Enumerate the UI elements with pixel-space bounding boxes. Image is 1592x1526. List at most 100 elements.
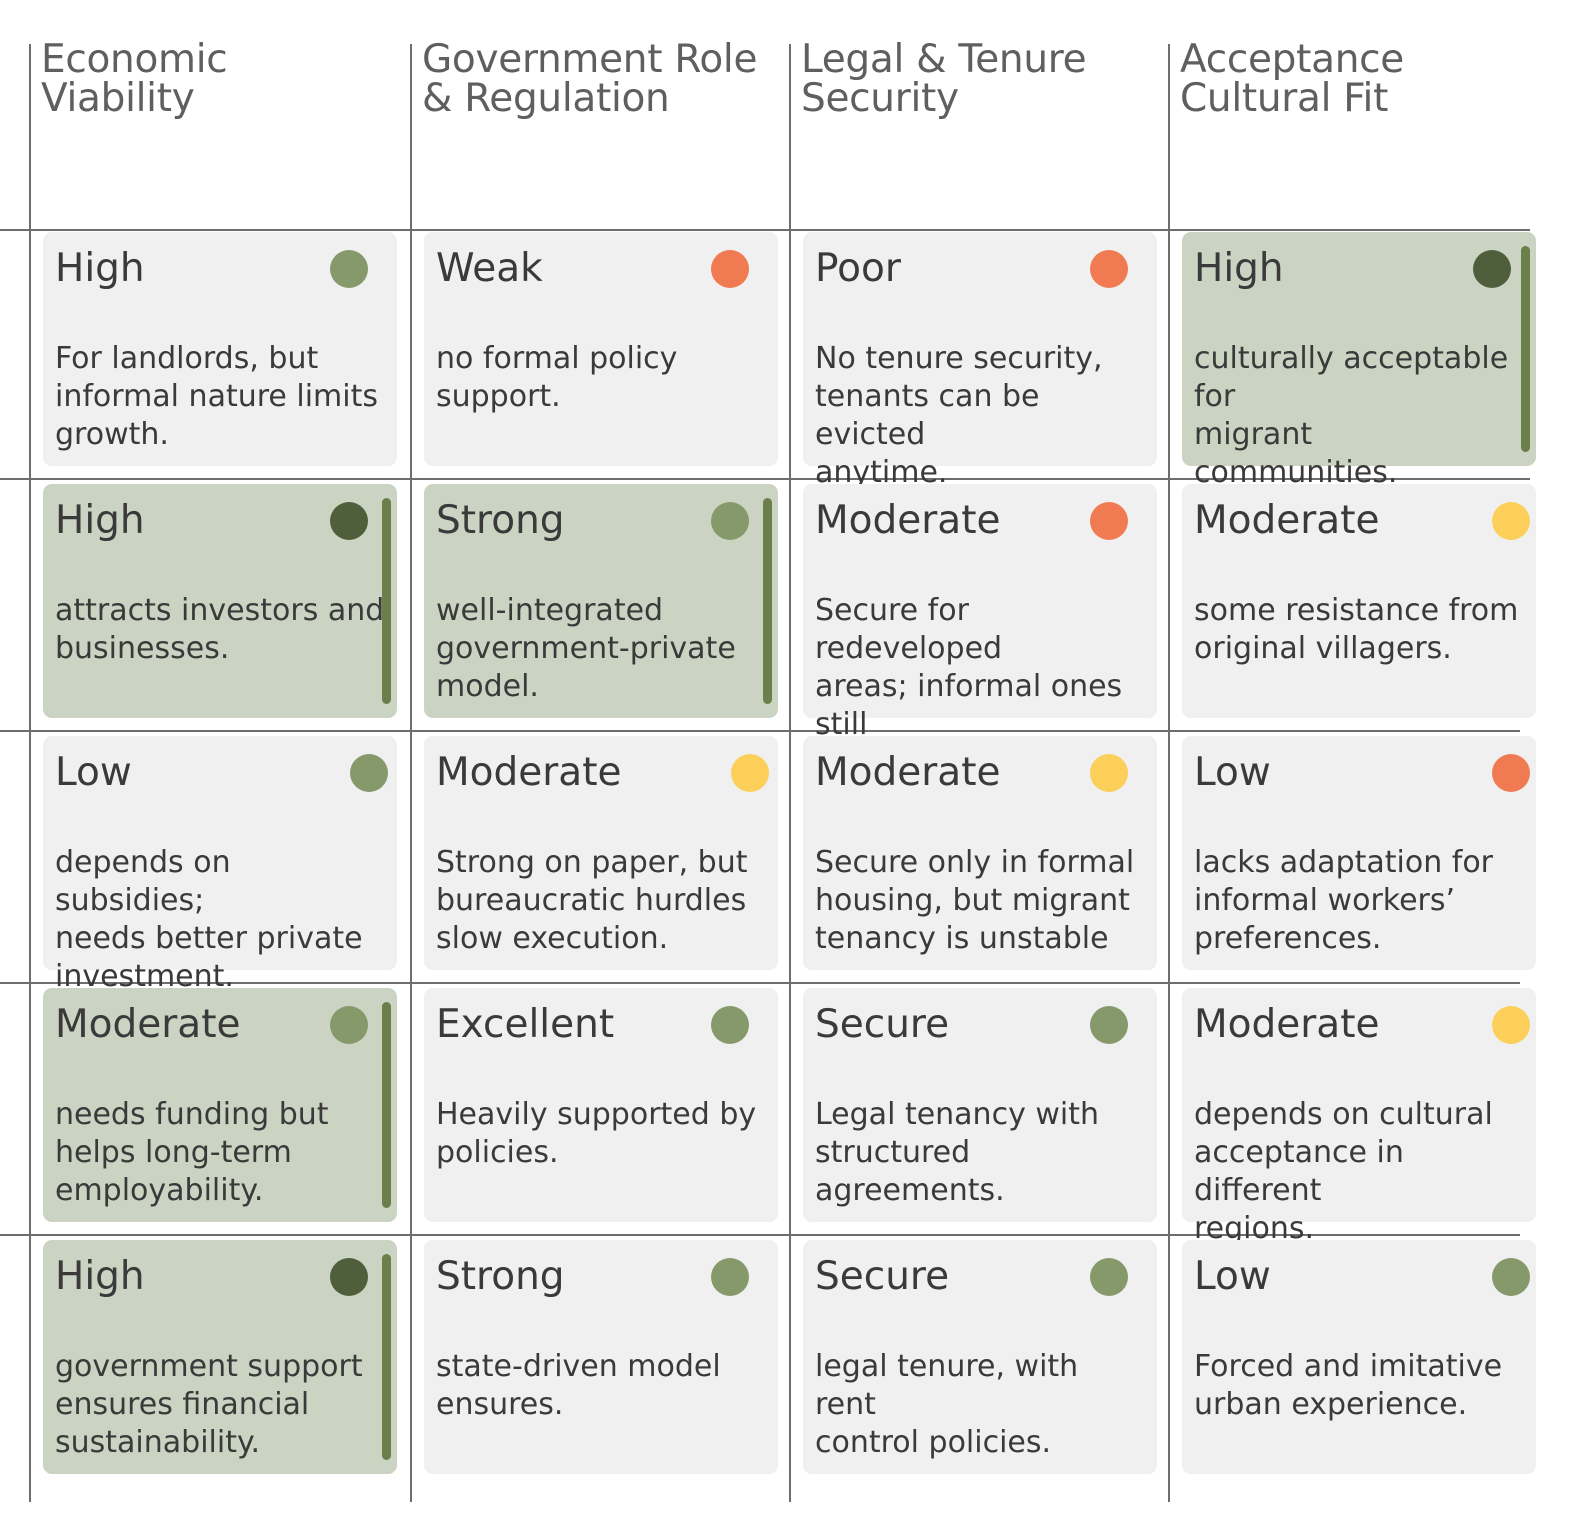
status-dot-icon — [1090, 1258, 1128, 1296]
highlight-accent-bar — [382, 498, 391, 704]
description-text: Forced and imitative urban experience. — [1194, 1349, 1503, 1422]
description-text: Legal tenancy with structured agreements… — [815, 1097, 1100, 1208]
description-text: well-integrated government-private model… — [436, 593, 736, 704]
assessment-card: Strong well-integrated government-private… — [424, 484, 778, 718]
highlight-accent-bar — [382, 1254, 391, 1460]
assessment-card: High attracts investors and businesses. — [43, 484, 397, 718]
row-divider — [0, 478, 1530, 480]
description-text: culturally acceptable for migrant commun… — [1194, 341, 1509, 490]
column-header-line2: Viability — [41, 76, 195, 121]
column-header-line1: Economic — [41, 37, 228, 82]
description-text: needs funding but helps long-term employ… — [55, 1097, 329, 1208]
status-dot-icon — [1090, 1006, 1128, 1044]
assessment-card: Moderate Secure for redeveloped areas; in… — [803, 484, 1157, 780]
row-divider — [0, 229, 1530, 231]
rating-label: Moderate — [436, 750, 622, 795]
status-dot-icon — [731, 754, 769, 792]
assessment-card: Weak no formal policy support. — [424, 232, 778, 466]
rating-label: Strong — [436, 498, 565, 543]
assessment-card: Excellent Heavily supported by policies. — [424, 988, 778, 1222]
row-divider — [0, 982, 1520, 984]
description-text: For landlords, but informal nature limit… — [55, 341, 379, 452]
assessment-card: Strong state-driven model ensures. — [424, 1240, 778, 1474]
assessment-card: Moderate depends on cultural acceptance i… — [1182, 988, 1536, 1246]
rating-label: Excellent — [436, 1002, 615, 1047]
status-dot-icon — [330, 250, 368, 288]
status-dot-icon — [350, 754, 388, 792]
assessment-card: Moderate needs funding but helps long-ter… — [43, 988, 397, 1222]
description-text: depends on cultural acceptance in differ… — [1194, 1097, 1493, 1246]
column-header: Legal & Tenure Security — [801, 40, 1161, 118]
rating-label: Moderate — [55, 1002, 241, 1047]
column-header: Acceptance Cultural Fit — [1180, 40, 1540, 118]
status-dot-icon — [330, 1006, 368, 1044]
rating-label: Secure — [815, 1254, 950, 1299]
highlight-accent-bar — [763, 498, 772, 704]
rating-label: Low — [1194, 750, 1271, 795]
column-header-line2: Cultural Fit — [1180, 76, 1389, 121]
description-text: No tenure security, tenants can be evict… — [815, 341, 1103, 490]
assessment-card: Low depends on subsidies; needs better pr… — [43, 736, 397, 994]
rating-label: Secure — [815, 1002, 950, 1047]
rating-label: Low — [55, 750, 132, 795]
highlight-accent-bar — [382, 1002, 391, 1208]
status-dot-icon — [1090, 502, 1128, 540]
description-text: some resistance from original villagers. — [1194, 593, 1519, 666]
rating-label: Moderate — [815, 750, 1001, 795]
status-dot-icon — [330, 1258, 368, 1296]
rating-label: High — [55, 246, 145, 291]
description-text: Heavily supported by policies. — [436, 1097, 757, 1170]
description-text: government support ensures financial sus… — [55, 1349, 363, 1460]
column-divider — [1168, 44, 1170, 1502]
description-text: Strong on paper, but bureaucratic hurdle… — [436, 845, 748, 956]
description-text: state-driven model ensures. — [436, 1349, 721, 1422]
description-text: no formal policy support. — [436, 341, 678, 414]
rating-label: Moderate — [815, 498, 1001, 543]
column-header: Economic Viability — [41, 40, 401, 118]
assessment-card: Moderate some resistance from original vi… — [1182, 484, 1536, 718]
column-header-line2: Security — [801, 76, 959, 121]
rating-label: Poor — [815, 246, 901, 291]
assessment-card: Low lacks adaptation for informal workers… — [1182, 736, 1536, 970]
status-dot-icon — [1090, 754, 1128, 792]
assessment-card: Secure legal tenure, with rent control po… — [803, 1240, 1157, 1474]
status-dot-icon — [1090, 250, 1128, 288]
rating-label: Moderate — [1194, 1002, 1380, 1047]
assessment-card: Moderate Strong on paper, but bureaucrati… — [424, 736, 778, 970]
description-text: Secure only in formal housing, but migra… — [815, 845, 1135, 956]
column-header: Government Role & Regulation — [422, 40, 782, 118]
assessment-card: High government support ensures financial… — [43, 1240, 397, 1474]
description-text: lacks adaptation for informal workers’ p… — [1194, 845, 1494, 956]
rating-label: High — [1194, 246, 1284, 291]
rating-label: Weak — [436, 246, 543, 291]
column-divider — [789, 44, 791, 1502]
row-divider — [0, 1234, 1520, 1236]
status-dot-icon — [711, 502, 749, 540]
column-header-line1: Government Role — [422, 37, 758, 82]
assessment-card: Moderate Secure only in formal housing, b… — [803, 736, 1157, 970]
status-dot-icon — [1492, 754, 1530, 792]
highlight-accent-bar — [1521, 246, 1530, 452]
status-dot-icon — [711, 1006, 749, 1044]
assessment-card: Low Forced and imitative urban experience… — [1182, 1240, 1536, 1474]
assessment-card: Poor No tenure security, tenants can be e… — [803, 232, 1157, 490]
row-divider — [0, 730, 1520, 732]
description-text: depends on subsidies; needs better priva… — [55, 845, 363, 994]
rating-label: Low — [1194, 1254, 1271, 1299]
status-dot-icon — [330, 502, 368, 540]
column-header-line2: & Regulation — [422, 76, 670, 121]
status-dot-icon — [1492, 502, 1530, 540]
status-dot-icon — [1473, 250, 1511, 288]
rating-label: High — [55, 498, 145, 543]
column-divider — [410, 44, 412, 1502]
status-dot-icon — [711, 1258, 749, 1296]
assessment-card: High culturally acceptable for migrant co… — [1182, 232, 1536, 490]
description-text: attracts investors and businesses. — [55, 593, 385, 666]
assessment-card: High For landlords, but informal nature l… — [43, 232, 397, 466]
rating-label: Strong — [436, 1254, 565, 1299]
description-text: legal tenure, with rent control policies… — [815, 1349, 1079, 1460]
column-header-line1: Acceptance — [1180, 37, 1404, 82]
column-divider — [29, 44, 31, 1502]
assessment-card: Secure Legal tenancy with structured agre… — [803, 988, 1157, 1222]
